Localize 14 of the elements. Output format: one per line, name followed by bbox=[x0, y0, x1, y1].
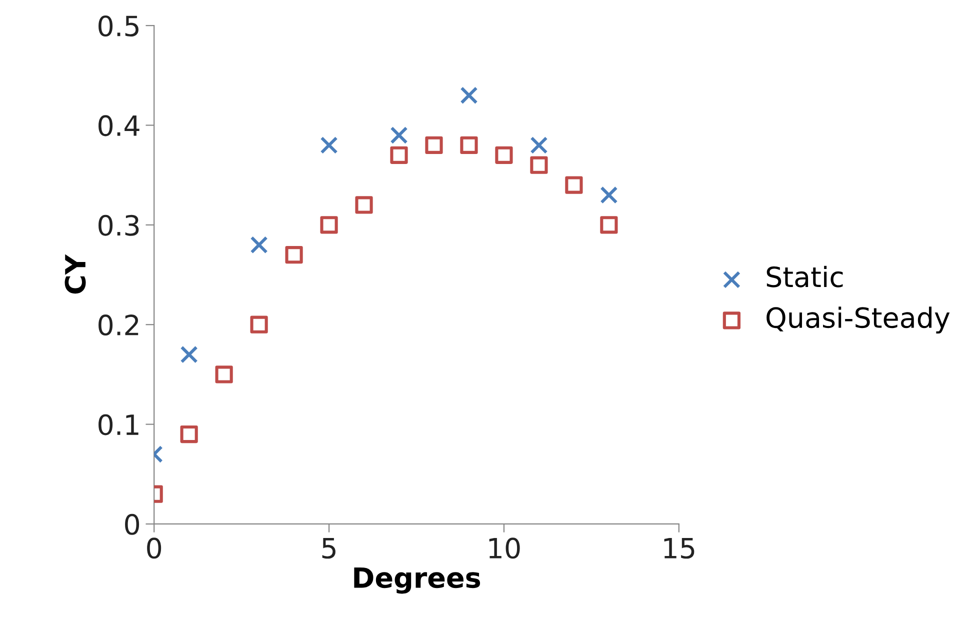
x-axis-title: Degrees bbox=[354, 567, 480, 594]
legend-label: Quasi-Steady bbox=[766, 306, 950, 334]
legend-label: Static bbox=[766, 266, 843, 288]
y-tick-label: 0 bbox=[125, 514, 140, 535]
y-axis-title: CY bbox=[64, 254, 86, 294]
y-tick-label: 0.4 bbox=[98, 115, 140, 136]
y-tick-label: 0.2 bbox=[98, 314, 138, 336]
x-tick-label: 10 bbox=[489, 538, 520, 559]
y-tick-label: 0.5 bbox=[98, 15, 138, 37]
x-tick-label: 5 bbox=[322, 538, 336, 559]
x-tick-label: 0 bbox=[147, 538, 162, 559]
y-tick-label: 0.1 bbox=[98, 414, 138, 436]
x-tick-label: 15 bbox=[664, 538, 694, 559]
y-tick-label: 0.3 bbox=[98, 214, 139, 236]
